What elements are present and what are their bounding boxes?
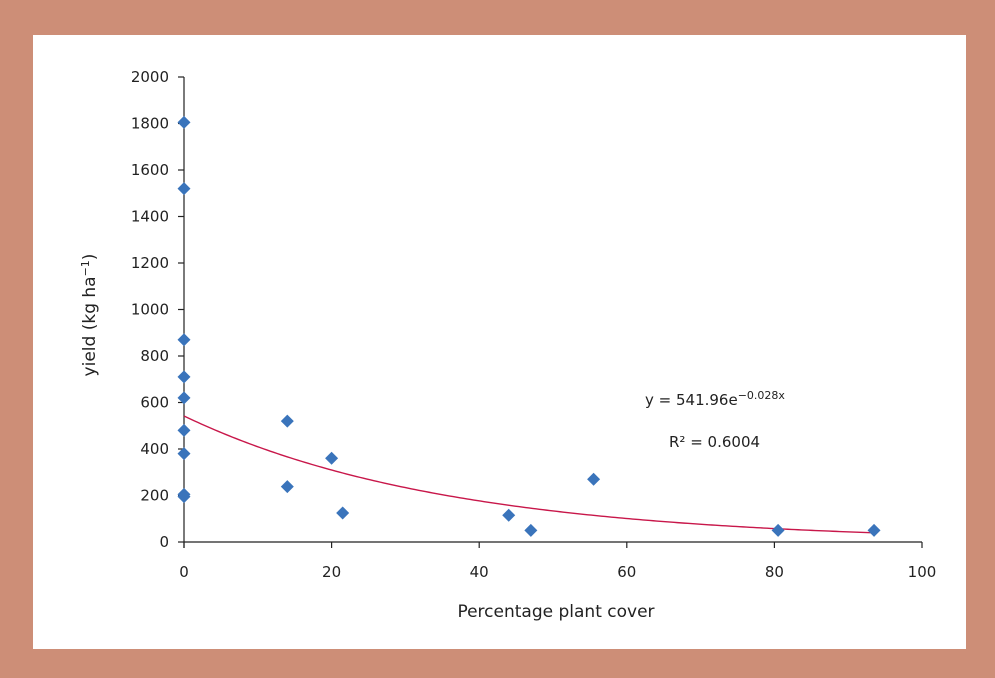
y-tick-label: 2000	[131, 68, 169, 86]
r-squared-label: R² = 0.6004	[669, 433, 760, 451]
data-point	[336, 506, 350, 520]
y-tick-label: 400	[140, 440, 169, 458]
data-point	[502, 508, 516, 522]
data-point	[280, 414, 294, 428]
x-tick-label: 40	[470, 563, 489, 581]
data-point	[771, 523, 785, 537]
y-tick-label: 1000	[131, 301, 169, 319]
data-point	[177, 115, 191, 129]
points-layer	[177, 115, 881, 537]
y-axis-title: yield (kg ha−1)	[79, 254, 100, 377]
chart-frame: 0 200 400 600 800 1000 1200 1400 1600 1800 2000 0 20…	[33, 35, 966, 649]
x-tick-label: 80	[765, 563, 784, 581]
data-point	[587, 472, 601, 486]
tick-layer: 0 200 400 600 800 1000 1200 1400 1600 1800 2000 0 20…	[131, 68, 937, 581]
data-point	[177, 423, 191, 437]
x-tick-label: 20	[322, 563, 341, 581]
y-tick-label: 1800	[131, 115, 169, 133]
data-point	[325, 451, 339, 465]
trendline	[183, 415, 875, 534]
data-point	[177, 447, 191, 461]
data-point	[867, 523, 881, 537]
data-point	[177, 182, 191, 196]
scatter-chart: 0 200 400 600 800 1000 1200 1400 1600 1800 2000 0 20…	[79, 68, 937, 622]
y-tick-label: 1600	[131, 161, 169, 179]
x-tick-label: 60	[617, 563, 636, 581]
trendline-equation: y = 541.96e−0.028x	[645, 389, 785, 409]
y-tick-label: 1400	[131, 208, 169, 226]
y-tick-label: 800	[140, 347, 169, 365]
data-point	[177, 391, 191, 405]
x-tick-label: 100	[908, 563, 937, 581]
x-tick-label: 0	[179, 563, 189, 581]
y-tick-label: 600	[140, 394, 169, 412]
y-tick-label: 200	[140, 487, 169, 505]
y-tick-label: 1200	[131, 254, 169, 272]
data-point	[280, 480, 294, 494]
data-point	[177, 333, 191, 347]
y-tick-label: 0	[159, 533, 169, 551]
data-point	[177, 370, 191, 384]
data-point	[524, 523, 538, 537]
x-axis-title: Percentage plant cover	[457, 602, 654, 622]
data-point	[177, 490, 191, 504]
